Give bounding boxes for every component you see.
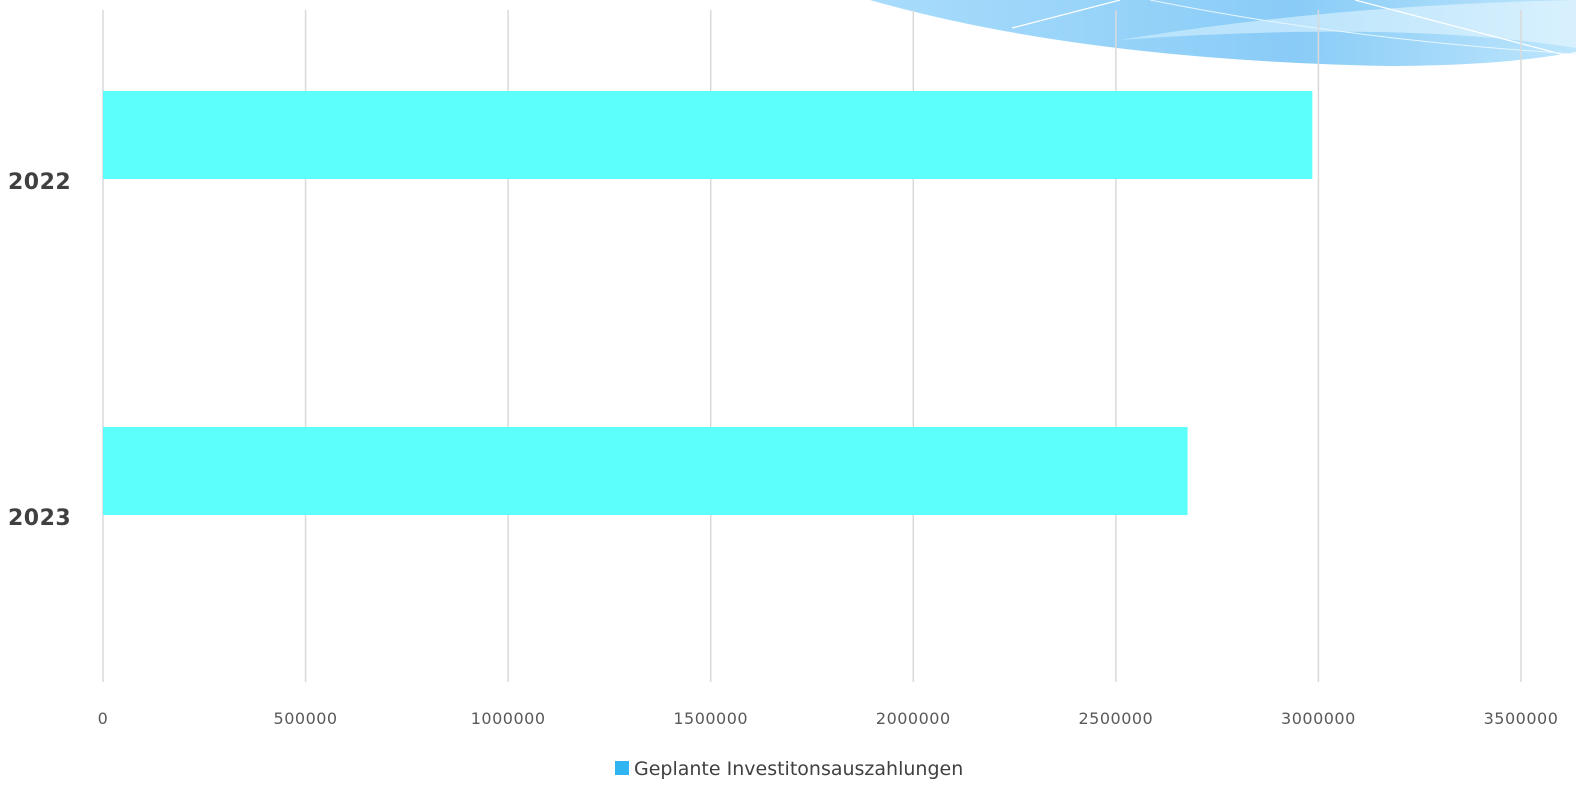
x-tick-label: 500000 [274, 709, 338, 728]
decorative-swoosh [870, 0, 1576, 66]
legend-swatch [615, 761, 629, 775]
legend-label: Geplante Investitonsauszahlungen [634, 758, 963, 780]
y-axis-category-labels: 2022 2023 [8, 170, 71, 531]
x-tick-label: 3000000 [1281, 709, 1356, 728]
x-tick-label: 2000000 [876, 709, 951, 728]
legend: Geplante Investitonsauszahlungen [615, 758, 963, 780]
x-tick-label: 1500000 [673, 709, 748, 728]
bar-2022 [103, 91, 1313, 179]
x-axis-tick-labels: 0 500000 1000000 1500000 2000000 2500000 30000… [98, 709, 1559, 728]
x-tick-label: 1000000 [471, 709, 546, 728]
category-label-2023: 2023 [8, 506, 71, 531]
x-tick-label: 3500000 [1484, 709, 1559, 728]
x-tick-label: 0 [98, 709, 109, 728]
category-label-2022: 2022 [8, 170, 71, 195]
bars [103, 91, 1313, 515]
x-tick-label: 2500000 [1078, 709, 1153, 728]
bar-2023 [103, 427, 1188, 515]
